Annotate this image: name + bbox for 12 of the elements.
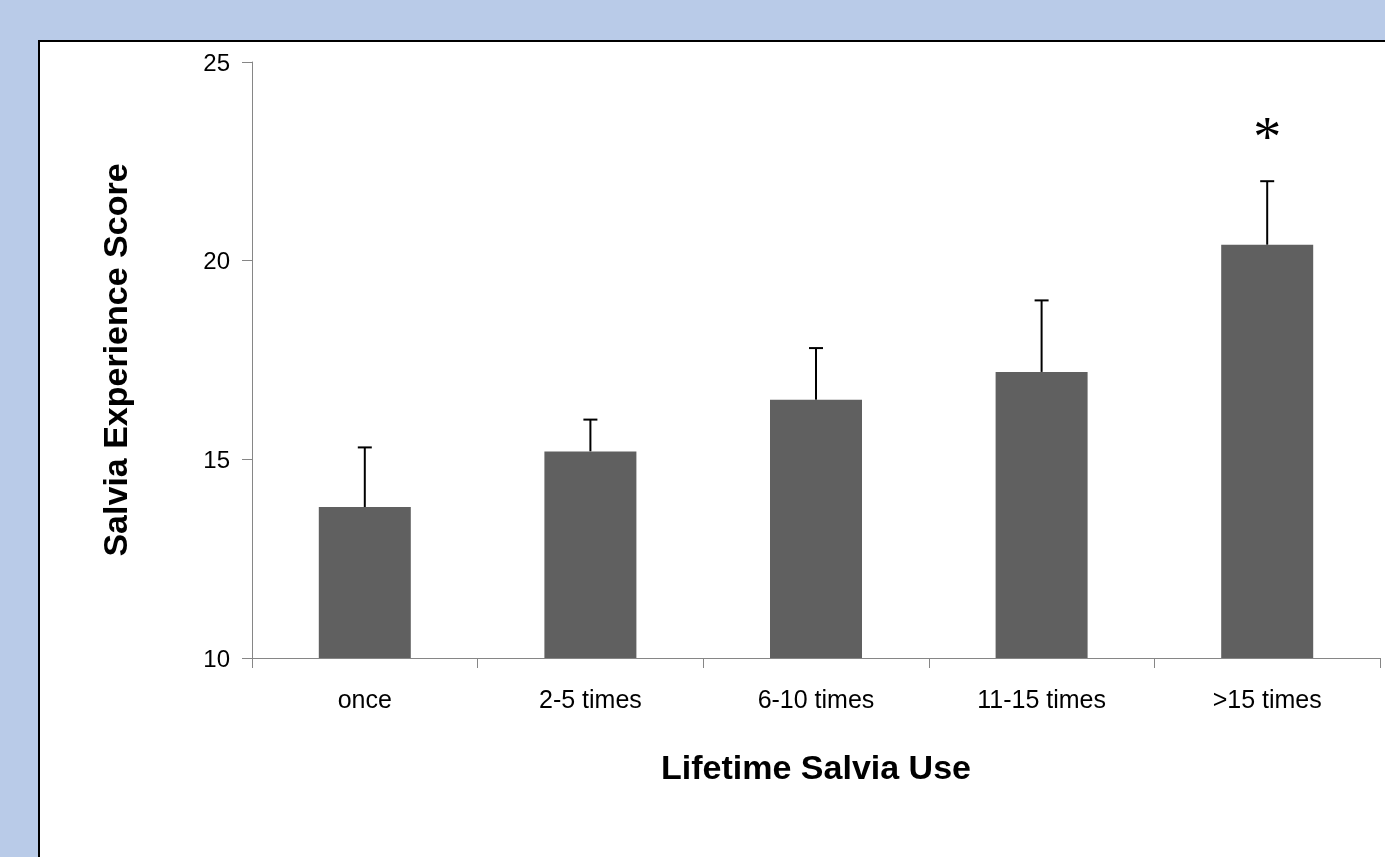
x-axis-title: Lifetime Salvia Use — [661, 748, 971, 786]
x-tick-label: 2-5 times — [538, 684, 642, 713]
x-tick-label: 6-10 times — [757, 684, 875, 713]
x-tick-label: once — [337, 684, 392, 713]
y-tick-label: 25 — [203, 48, 230, 76]
x-tick-label: 11-15 times — [977, 684, 1106, 713]
y-tick-label: 20 — [203, 247, 230, 275]
x-tick-label: >15 times — [1212, 684, 1322, 713]
y-tick-label: 10 — [203, 644, 230, 672]
annotation: * — [1253, 106, 1282, 169]
y-axis-title: Salvia Experience Score — [96, 163, 134, 557]
y-tick-label: 15 — [203, 445, 230, 473]
